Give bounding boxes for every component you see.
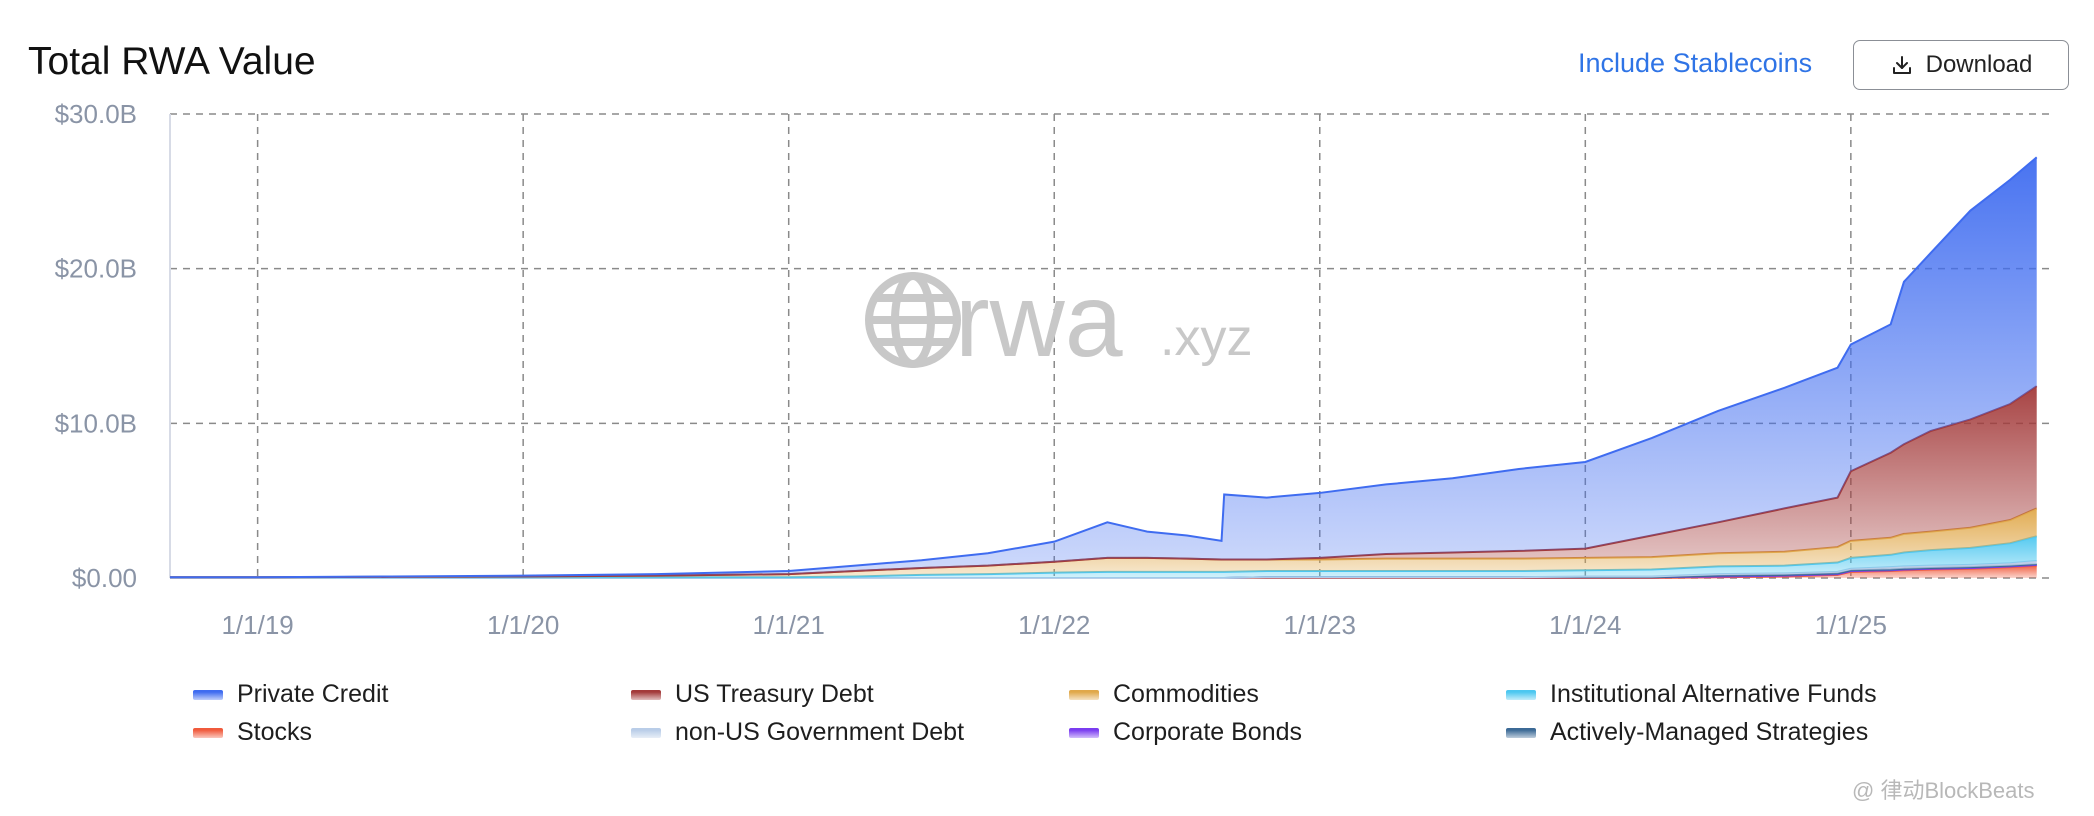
x-tick-label: 1/1/24 bbox=[1549, 610, 1621, 640]
legend-swatch bbox=[1069, 689, 1099, 700]
legend-label: Stocks bbox=[237, 718, 313, 746]
download-button[interactable]: Download bbox=[1853, 40, 2069, 90]
legend-label: Commodities bbox=[1113, 680, 1259, 708]
legend-item-stocks[interactable]: Stocks bbox=[193, 718, 312, 747]
include-stablecoins-link[interactable]: Include Stablecoins bbox=[1578, 48, 1813, 78]
page-title: Total RWA Value bbox=[28, 40, 316, 83]
legend-item-us-treasury[interactable]: US Treasury Debt bbox=[631, 680, 874, 709]
legend-swatch bbox=[193, 689, 223, 700]
legend-item-non-us-gov[interactable]: non-US Government Debt bbox=[631, 718, 964, 747]
rwa-area-chart: rwa .xyz $0.00 $10.0B $20.0B $30.0B 1/1/19 1/… bbox=[55, 99, 2050, 640]
y-tick-label: $10.0B bbox=[55, 408, 137, 438]
x-tick-label: 1/1/22 bbox=[1018, 610, 1090, 640]
download-icon bbox=[1892, 56, 1911, 74]
legend-label: Institutional Alternative Funds bbox=[1550, 680, 1877, 708]
area-private-credit bbox=[170, 157, 2037, 578]
globe-icon bbox=[865, 272, 961, 368]
legend-swatch bbox=[631, 727, 661, 738]
legend-item-actively-managed[interactable]: Actively-Managed Strategies bbox=[1506, 718, 1868, 747]
legend-label: non-US Government Debt bbox=[675, 718, 965, 746]
legend-item-commodities[interactable]: Commodities bbox=[1069, 680, 1259, 709]
line-private-credit bbox=[170, 156, 2038, 579]
legend-item-corporate-bonds[interactable]: Corporate Bonds bbox=[1069, 718, 1302, 747]
rwa-watermark: rwa .xyz bbox=[865, 263, 1252, 379]
legend-swatch bbox=[1506, 727, 1536, 738]
x-tick-label: 1/1/25 bbox=[1815, 610, 1887, 640]
y-tick-label: $30.0B bbox=[55, 99, 137, 129]
legend-label: Actively-Managed Strategies bbox=[1550, 718, 1869, 746]
y-tick-label: $20.0B bbox=[55, 254, 137, 284]
x-tick-label: 1/1/20 bbox=[487, 610, 559, 640]
legend-label: Corporate Bonds bbox=[1113, 718, 1303, 746]
watermark-logo-text: rwa bbox=[955, 263, 1123, 379]
legend-swatch bbox=[1069, 727, 1099, 738]
x-tick-label: 1/1/23 bbox=[1284, 610, 1356, 640]
watermark-logo-suffix: .xyz bbox=[1160, 309, 1252, 367]
legend-item-private-credit[interactable]: Private Credit bbox=[193, 680, 388, 709]
area-commodities bbox=[170, 508, 2037, 578]
x-tick-label: 1/1/19 bbox=[221, 610, 293, 640]
source-watermark: @ 律动BlockBeats bbox=[1852, 778, 2035, 803]
area-stocks bbox=[170, 565, 2037, 578]
download-label: Download bbox=[1925, 51, 2033, 78]
legend-item-inst-alt-funds[interactable]: Institutional Alternative Funds bbox=[1506, 680, 1877, 709]
legend-label: US Treasury Debt bbox=[675, 680, 874, 708]
legend-swatch bbox=[1506, 689, 1536, 700]
x-tick-label: 1/1/21 bbox=[753, 610, 825, 640]
legend-swatch bbox=[631, 689, 661, 700]
legend-swatch bbox=[193, 727, 223, 738]
y-tick-label: $0.00 bbox=[72, 563, 137, 593]
legend-label: Private Credit bbox=[237, 680, 389, 708]
